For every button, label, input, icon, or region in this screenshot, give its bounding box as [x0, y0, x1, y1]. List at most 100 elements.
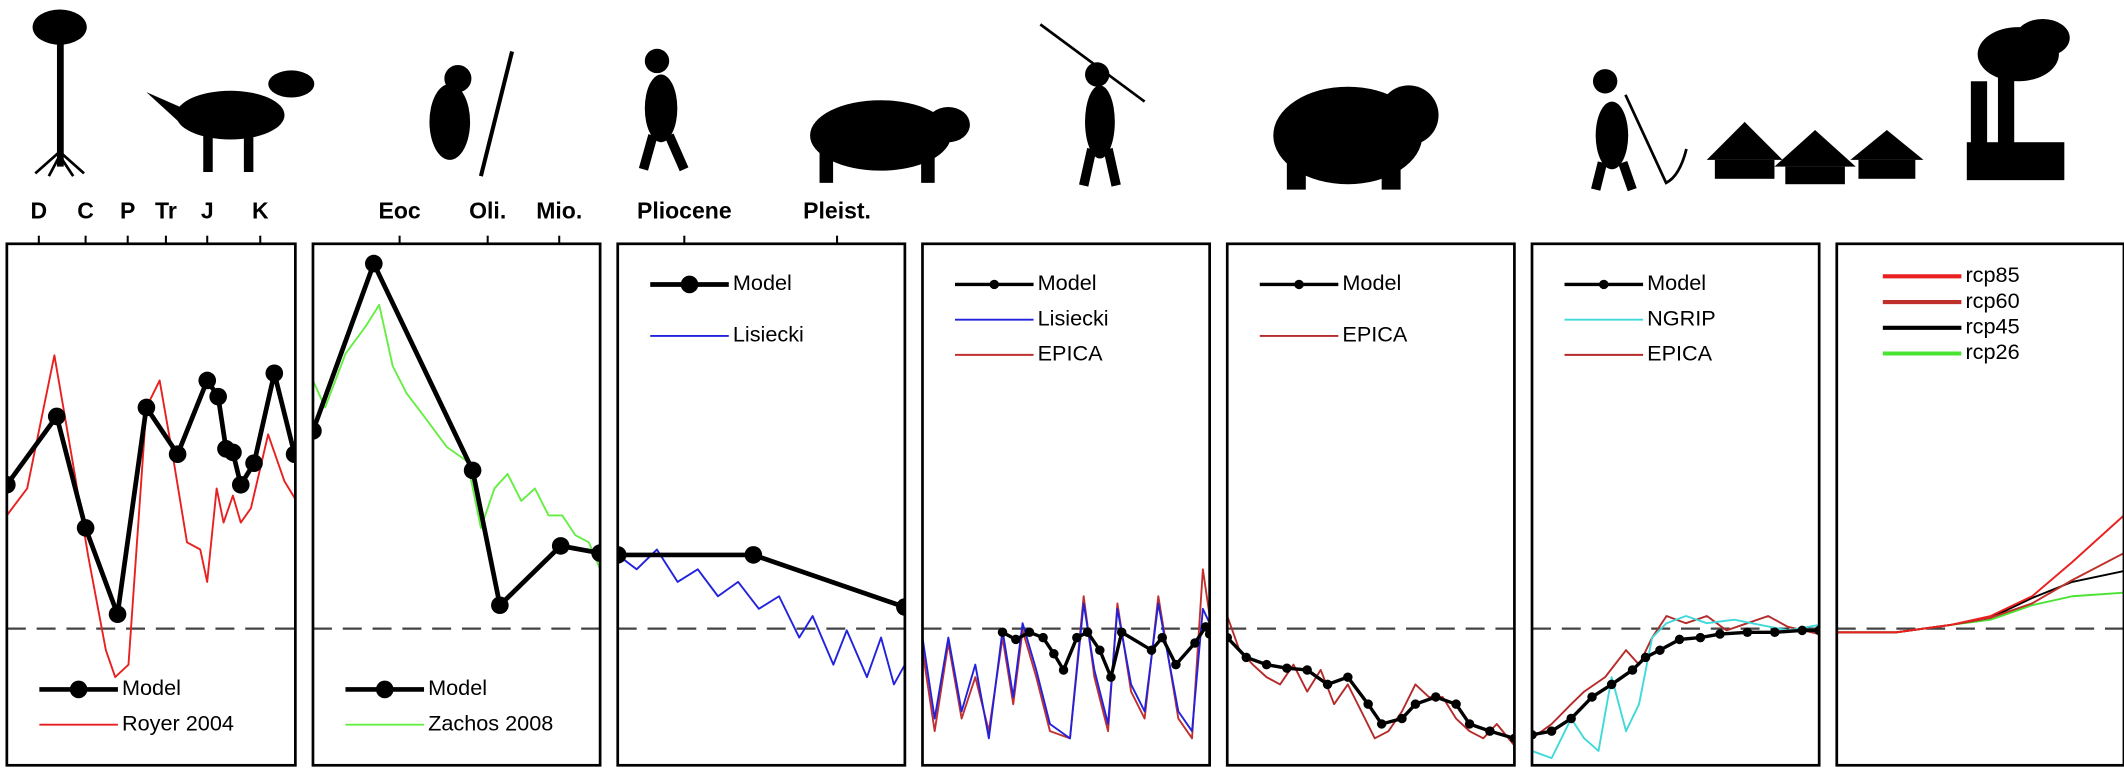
data-line — [312, 303, 601, 570]
data-point — [1464, 719, 1475, 729]
data-point — [1190, 638, 1200, 648]
period-label: Pleist. — [803, 198, 871, 224]
data-line — [922, 568, 1210, 740]
data-point — [463, 461, 482, 480]
data-point — [1200, 622, 1210, 632]
data-point — [1082, 627, 1093, 637]
data-point — [285, 445, 296, 464]
data-point — [617, 546, 627, 564]
data-point — [1715, 629, 1725, 639]
tree-icon — [32, 9, 87, 177]
data-point — [1627, 665, 1638, 675]
model-line — [617, 552, 905, 610]
data-point — [1451, 699, 1461, 709]
data-point — [1106, 672, 1116, 682]
houses-icon — [1706, 121, 1924, 185]
legend-label: EPICA — [1647, 341, 1713, 366]
data-line — [1836, 552, 2124, 634]
data-point — [1343, 672, 1353, 682]
data-point — [744, 546, 763, 564]
data-point — [1376, 719, 1387, 729]
legend-label: Model — [1647, 270, 1706, 295]
legend-label: EPICA — [1342, 322, 1408, 347]
period-label: D — [31, 198, 48, 224]
data-point — [1302, 665, 1312, 675]
period-label: P — [120, 198, 135, 224]
data-point — [1095, 645, 1105, 655]
plot-area — [1532, 615, 1820, 760]
hominid-icon — [638, 48, 689, 172]
period-label: Oli. — [469, 198, 506, 224]
data-point — [224, 443, 242, 462]
panel: D C P Tr J K Model Royer 2004 — [5, 198, 297, 767]
model-line — [1227, 636, 1515, 740]
data-point — [245, 454, 263, 472]
data-point — [1116, 627, 1127, 637]
icons — [32, 9, 2070, 192]
period-label: C — [77, 198, 94, 224]
data-point — [1322, 679, 1333, 690]
panel: Pliocene Pleist. Model Lisiecki — [616, 198, 907, 767]
data-point — [1410, 699, 1421, 709]
legend-label: Lisiecki — [733, 322, 804, 347]
legend-label: rcp26 — [1965, 339, 2019, 364]
data-point — [1695, 632, 1706, 643]
legend-label: NGRIP — [1647, 305, 1716, 330]
data-point — [209, 387, 227, 406]
legend-label: Zachos 2008 — [428, 710, 553, 735]
data-point — [1606, 679, 1617, 690]
data-point — [1049, 649, 1059, 659]
period-label: J — [201, 198, 214, 224]
legend-label: Model — [122, 675, 181, 700]
data-point — [265, 364, 284, 383]
plot-area — [617, 546, 905, 686]
primate-icon — [429, 50, 515, 177]
data-line — [1836, 570, 2124, 634]
mammoth-icon — [1273, 85, 1439, 190]
data-point — [1146, 645, 1157, 655]
period-label: Tr — [155, 198, 177, 224]
legend-label: EPICA — [1038, 341, 1104, 366]
factory-icon — [1966, 18, 2070, 181]
legend-marker — [375, 680, 394, 699]
legend-marker — [69, 680, 88, 699]
data-point — [1058, 665, 1069, 675]
legend-label: Model — [428, 675, 487, 700]
plot-area — [922, 568, 1210, 740]
legend-label: Model — [733, 270, 792, 295]
panel-frame — [921, 242, 1211, 767]
data-point — [108, 605, 127, 624]
data-point — [1770, 627, 1780, 637]
panel: Eoc Oli. Mio. Model Zachos 2008 — [311, 198, 602, 767]
data-point — [1587, 692, 1597, 702]
plot-area — [312, 254, 601, 630]
period-label: K — [252, 198, 269, 224]
sabertooth-icon — [810, 100, 970, 183]
data-point — [551, 537, 570, 555]
data-line — [1836, 514, 2124, 634]
legend-label: Model — [1342, 270, 1401, 295]
data-point — [47, 407, 66, 426]
data-point — [1397, 713, 1407, 724]
dinosaur-icon — [146, 70, 315, 173]
plot-area — [1836, 514, 2124, 634]
data-point — [1640, 652, 1651, 663]
period-label: Mio. — [536, 198, 582, 224]
data-point — [1674, 634, 1685, 645]
data-point — [1072, 632, 1082, 643]
data-point — [491, 596, 509, 615]
data-point — [6, 475, 16, 494]
legend-marker — [989, 279, 1000, 290]
farmer-icon — [1591, 69, 1688, 192]
data-point — [1241, 652, 1251, 663]
data-point — [1742, 627, 1753, 637]
data-line — [1836, 591, 2124, 634]
legend-marker — [1599, 279, 1609, 290]
data-point — [76, 519, 95, 537]
panel-frame — [5, 242, 297, 767]
data-point — [1431, 692, 1441, 702]
data-point — [312, 422, 322, 440]
